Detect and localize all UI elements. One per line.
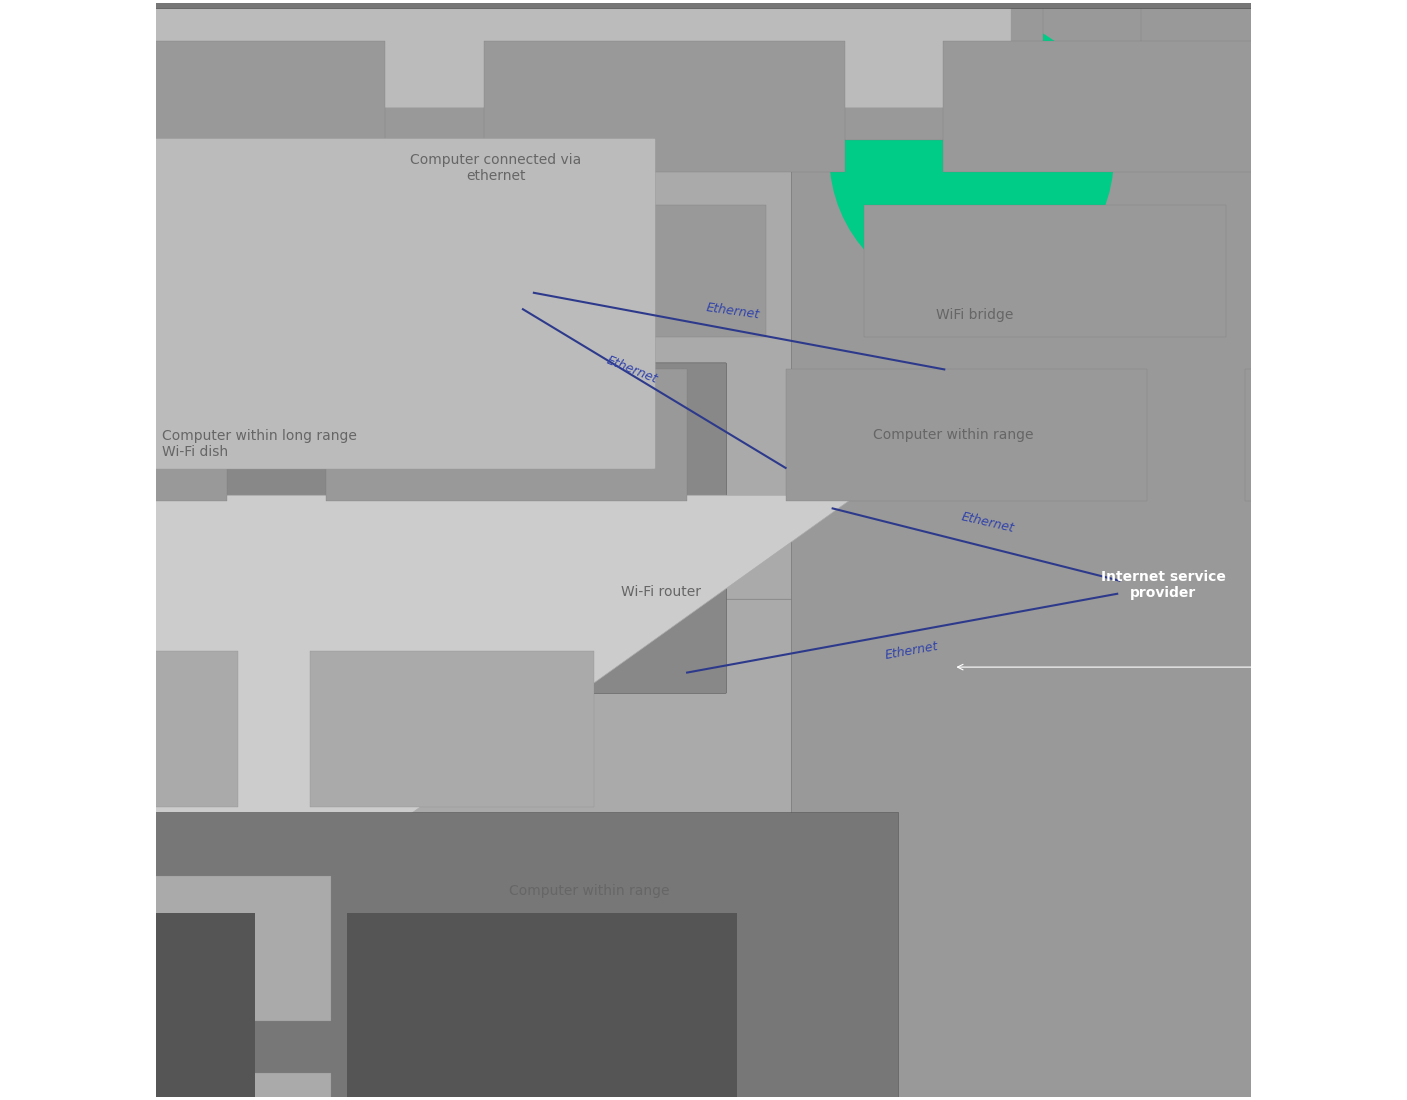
Ellipse shape (321, 411, 550, 700)
FancyBboxPatch shape (0, 8, 124, 140)
Text: Computer connected via
ethernet: Computer connected via ethernet (409, 153, 581, 184)
FancyBboxPatch shape (310, 865, 594, 1021)
FancyBboxPatch shape (785, 370, 1147, 500)
Circle shape (637, 232, 1109, 703)
FancyBboxPatch shape (0, 812, 898, 1100)
Text: Internet service
provider: Internet service provider (1100, 570, 1225, 601)
Ellipse shape (1148, 531, 1220, 588)
Text: Ethernet: Ethernet (605, 353, 660, 386)
FancyBboxPatch shape (326, 370, 687, 500)
FancyBboxPatch shape (222, 8, 582, 140)
Ellipse shape (293, 534, 315, 578)
FancyBboxPatch shape (1256, 234, 1407, 939)
Ellipse shape (1182, 587, 1247, 631)
Circle shape (266, 364, 889, 988)
Ellipse shape (1123, 588, 1204, 639)
Polygon shape (0, 238, 1164, 594)
Ellipse shape (1078, 557, 1164, 626)
FancyBboxPatch shape (864, 206, 1225, 337)
FancyBboxPatch shape (791, 0, 1407, 1100)
Ellipse shape (1164, 557, 1248, 626)
Polygon shape (0, 0, 1407, 238)
Polygon shape (0, 495, 857, 824)
FancyBboxPatch shape (681, 8, 1043, 140)
FancyBboxPatch shape (0, 101, 266, 430)
Ellipse shape (326, 392, 588, 719)
FancyBboxPatch shape (405, 206, 765, 337)
FancyBboxPatch shape (0, 865, 238, 1021)
FancyBboxPatch shape (1403, 41, 1407, 173)
FancyBboxPatch shape (0, 1074, 3, 1100)
FancyBboxPatch shape (0, 0, 1012, 108)
FancyBboxPatch shape (0, 600, 1407, 1100)
Polygon shape (135, 0, 660, 232)
FancyBboxPatch shape (0, 95, 1021, 452)
Ellipse shape (303, 493, 393, 618)
Circle shape (260, 14, 545, 299)
FancyBboxPatch shape (346, 913, 737, 1100)
FancyBboxPatch shape (1092, 0, 1407, 1021)
Text: Ethernet: Ethernet (705, 301, 761, 321)
FancyBboxPatch shape (0, 876, 3, 1021)
Text: Computer within range: Computer within range (874, 428, 1034, 442)
Ellipse shape (317, 432, 511, 679)
Ellipse shape (312, 452, 471, 659)
Text: WiFi bridge: WiFi bridge (936, 308, 1013, 321)
Text: Computer within long range
Wi-Fi dish: Computer within long range Wi-Fi dish (162, 429, 356, 459)
Text: Wi-Fi router: Wi-Fi router (622, 585, 702, 600)
FancyBboxPatch shape (0, 913, 255, 1100)
Ellipse shape (307, 473, 432, 638)
Circle shape (829, 14, 1114, 299)
Text: Computer within range: Computer within range (509, 884, 670, 899)
FancyBboxPatch shape (0, 370, 228, 500)
FancyBboxPatch shape (69, 1074, 332, 1100)
Text: Ethernet: Ethernet (961, 510, 1016, 535)
Polygon shape (0, 8, 1407, 600)
FancyBboxPatch shape (484, 41, 844, 173)
FancyBboxPatch shape (310, 1078, 594, 1100)
Ellipse shape (1079, 588, 1144, 632)
FancyBboxPatch shape (69, 876, 332, 1021)
Ellipse shape (1107, 540, 1218, 629)
FancyBboxPatch shape (24, 41, 386, 173)
FancyBboxPatch shape (0, 0, 1407, 8)
FancyBboxPatch shape (0, 651, 238, 807)
FancyBboxPatch shape (943, 41, 1304, 173)
FancyBboxPatch shape (0, 594, 666, 1100)
FancyBboxPatch shape (0, 0, 523, 167)
FancyBboxPatch shape (1141, 8, 1407, 140)
Ellipse shape (1106, 531, 1178, 588)
Text: Ethernet: Ethernet (884, 639, 938, 662)
FancyBboxPatch shape (0, 824, 397, 1100)
FancyBboxPatch shape (0, 363, 726, 693)
FancyBboxPatch shape (0, 0, 135, 232)
FancyBboxPatch shape (310, 651, 594, 807)
FancyBboxPatch shape (0, 206, 307, 337)
FancyBboxPatch shape (0, 238, 1407, 1100)
FancyBboxPatch shape (1245, 370, 1407, 500)
FancyBboxPatch shape (0, 139, 656, 469)
Ellipse shape (298, 514, 355, 597)
FancyBboxPatch shape (0, 1078, 238, 1100)
FancyBboxPatch shape (1324, 206, 1407, 337)
